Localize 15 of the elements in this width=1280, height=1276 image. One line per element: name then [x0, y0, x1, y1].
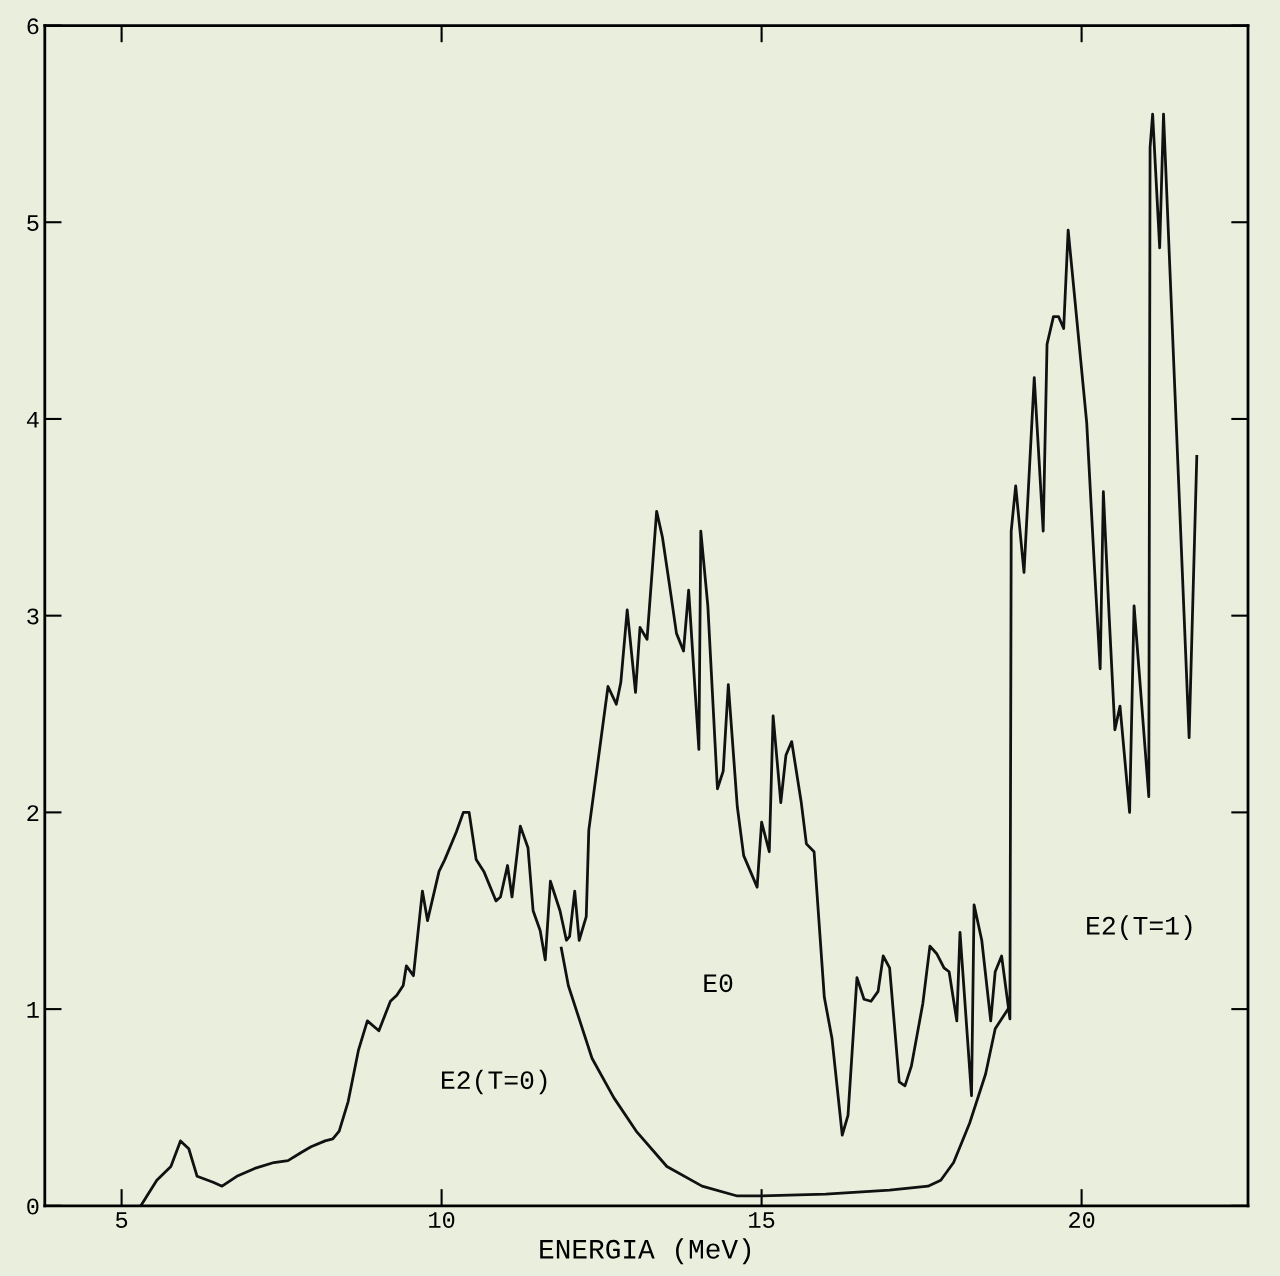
- y-tick-label: 4: [26, 411, 39, 428]
- y-tick-label: 0: [27, 1198, 39, 1215]
- annotation: E2(T=0): [442, 1069, 547, 1095]
- x-tick-label: 15: [749, 1212, 775, 1229]
- annotation: E0: [704, 974, 733, 993]
- y-tick-label: 1: [27, 1002, 39, 1018]
- y-tick-label: 2: [27, 805, 39, 821]
- annotation: E2(T=1): [1087, 915, 1192, 940]
- y-tick-label: 5: [27, 215, 39, 232]
- x-tick-label: 10: [429, 1212, 455, 1229]
- x-tick-label: 5: [115, 1212, 128, 1229]
- y-tick-label: 3: [27, 608, 39, 625]
- x-axis-title: ENERGIA (MeV): [540, 1238, 751, 1265]
- x-tick-label: 20: [1069, 1212, 1095, 1229]
- y-tick-label: 6: [27, 18, 39, 35]
